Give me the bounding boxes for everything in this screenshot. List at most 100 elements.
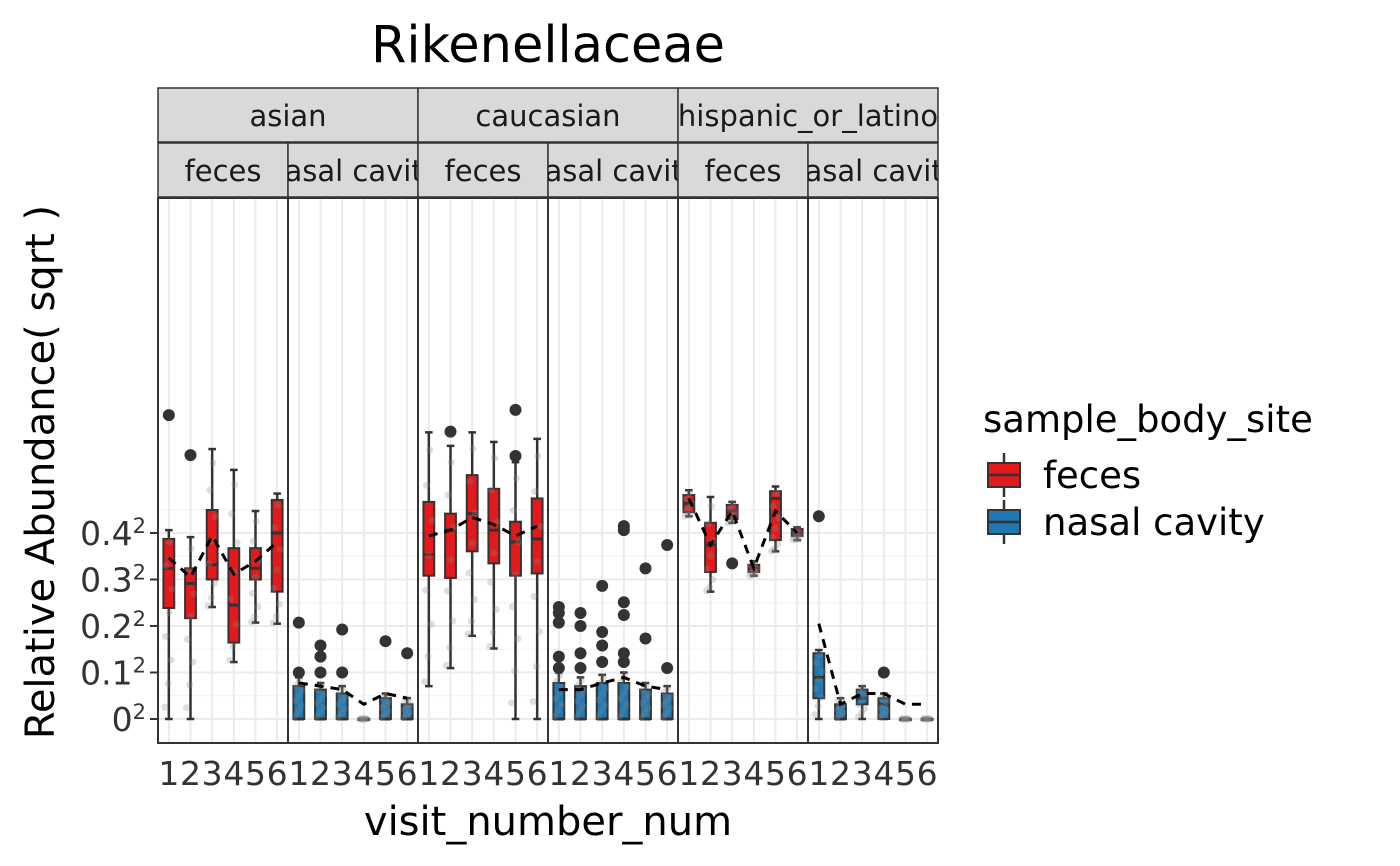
jitter-point bbox=[422, 481, 430, 489]
jitter-point bbox=[552, 677, 560, 685]
jitter-point bbox=[493, 518, 501, 526]
jitter-point bbox=[749, 571, 757, 579]
jitter-point bbox=[902, 715, 909, 723]
panel-background bbox=[288, 198, 418, 743]
jitter-point bbox=[818, 668, 826, 676]
jitter-point bbox=[385, 697, 393, 705]
jitter-point bbox=[686, 489, 694, 497]
mean-trend-line bbox=[167, 532, 279, 580]
outlier-point bbox=[379, 635, 392, 648]
box-hispanic_or_latino-nasal-cavity-3 bbox=[854, 684, 869, 721]
jitter-point bbox=[573, 697, 581, 705]
jitter-point bbox=[707, 502, 715, 510]
outlier-point bbox=[336, 623, 349, 636]
jitter-point bbox=[465, 569, 473, 577]
jitter-point bbox=[428, 516, 436, 524]
jitter-point bbox=[577, 692, 584, 700]
jitter-point bbox=[857, 709, 865, 717]
jitter-point bbox=[594, 712, 602, 720]
jitter-point bbox=[490, 549, 498, 557]
jitter-point bbox=[598, 690, 606, 698]
jitter-point bbox=[406, 701, 414, 709]
outlier-point bbox=[292, 666, 305, 679]
jitter-point bbox=[427, 620, 435, 628]
jitter-point bbox=[854, 713, 862, 721]
jitter-point bbox=[601, 685, 609, 693]
x-tick-label: 4 bbox=[613, 754, 634, 793]
jitter-point bbox=[746, 572, 754, 580]
jitter-point bbox=[381, 710, 389, 718]
jitter-point bbox=[227, 510, 235, 518]
jitter-point bbox=[622, 700, 630, 708]
jitter-point bbox=[877, 704, 885, 712]
outlier-point bbox=[661, 539, 674, 552]
jitter-point bbox=[902, 715, 910, 723]
jitter-point bbox=[467, 617, 475, 625]
x-tick-label: 3 bbox=[852, 754, 873, 793]
jitter-point bbox=[359, 715, 367, 723]
group-strip-label: asian bbox=[249, 99, 326, 133]
jitter-point bbox=[165, 609, 173, 617]
box-body bbox=[530, 497, 544, 575]
jitter-point bbox=[337, 709, 345, 717]
jitter-point bbox=[641, 708, 649, 716]
jitter-point bbox=[232, 620, 240, 628]
jitter-point bbox=[426, 446, 434, 454]
x-tick-label: 6 bbox=[527, 754, 548, 793]
jitter-point bbox=[837, 703, 844, 711]
jitter-point bbox=[703, 565, 711, 573]
box-caucasian-nasal-cavity-5 bbox=[638, 562, 653, 721]
jitter-point bbox=[753, 565, 761, 573]
box-asian-nasal-cavity-1 bbox=[291, 616, 306, 721]
x-tick-label: 4 bbox=[223, 754, 244, 793]
outlier-point bbox=[314, 650, 327, 663]
box-caucasian-nasal-cavity-6 bbox=[659, 539, 674, 721]
jitter-point bbox=[858, 697, 866, 705]
group-strip bbox=[157, 87, 419, 143]
jitter-point bbox=[620, 689, 628, 697]
jitter-point bbox=[557, 700, 565, 708]
jitter-point bbox=[425, 551, 433, 559]
jitter-point bbox=[211, 512, 219, 520]
jitter-point bbox=[339, 684, 347, 692]
x-tick-label: 6 bbox=[787, 754, 808, 793]
jitter-point bbox=[447, 458, 455, 466]
box-body bbox=[444, 512, 457, 579]
outlier-point bbox=[336, 666, 349, 679]
jitter-point bbox=[790, 534, 798, 542]
jitter-point bbox=[190, 590, 198, 598]
jitter-point bbox=[291, 712, 299, 720]
jitter-point bbox=[207, 594, 215, 602]
jitter-point bbox=[638, 699, 646, 707]
jitter-point bbox=[422, 586, 430, 594]
jitter-point bbox=[276, 600, 284, 608]
jitter-point bbox=[341, 705, 349, 713]
jitter-point bbox=[573, 712, 580, 720]
jitter-point bbox=[226, 656, 234, 664]
jitter-point bbox=[619, 706, 627, 714]
x-tick-label: 3 bbox=[722, 754, 743, 793]
site-strip-label: nasal cavity bbox=[526, 154, 700, 188]
jitter-point bbox=[298, 686, 306, 694]
jitter-point bbox=[449, 617, 457, 625]
box-caucasian-feces-5 bbox=[508, 403, 523, 721]
jitter-point bbox=[623, 683, 631, 691]
jitter-point bbox=[642, 681, 650, 689]
mean-trend-line bbox=[298, 681, 408, 707]
outlier-point bbox=[726, 557, 739, 570]
outlier-point bbox=[509, 403, 522, 416]
jitter-point bbox=[357, 715, 365, 723]
jitter-point bbox=[227, 595, 235, 603]
box-hispanic_or_latino-nasal-cavity-6 bbox=[919, 715, 934, 723]
jitter-point bbox=[645, 690, 653, 698]
jitter-point bbox=[187, 544, 195, 552]
x-tick-label: 1 bbox=[418, 754, 439, 793]
jitter-point bbox=[816, 650, 824, 658]
jitter-point bbox=[316, 708, 324, 716]
jitter-point bbox=[904, 715, 912, 723]
jitter-point bbox=[162, 562, 170, 570]
jitter-point bbox=[768, 533, 776, 541]
jitter-point bbox=[921, 715, 929, 723]
jitter-point bbox=[379, 694, 387, 702]
x-tick-label: 6 bbox=[267, 754, 288, 793]
